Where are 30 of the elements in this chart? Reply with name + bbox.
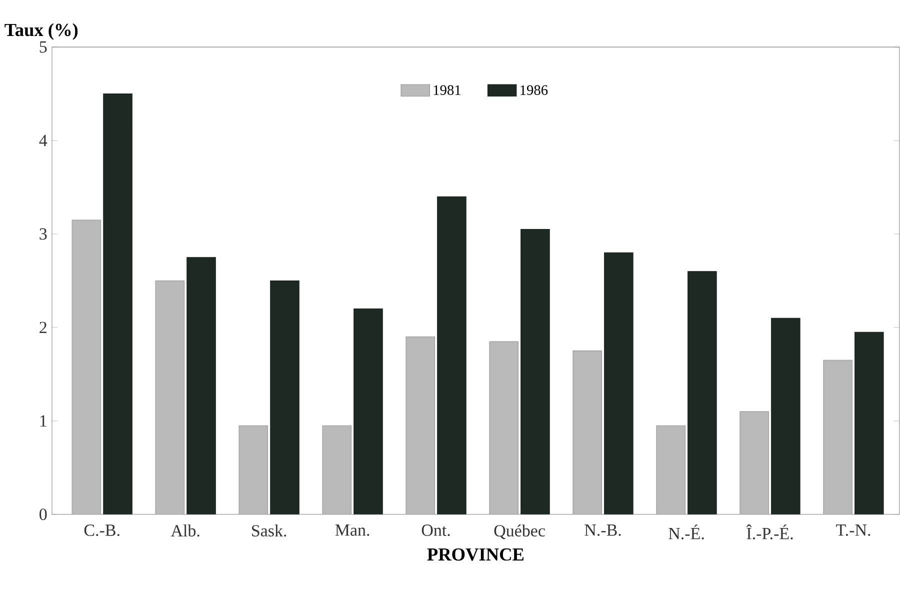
y-tick-label: 0 — [40, 508, 47, 520]
x-tick-label: Québec — [494, 524, 545, 540]
bar — [823, 360, 852, 515]
x-tick-label: T.-N. — [836, 524, 870, 536]
bar — [656, 426, 686, 515]
y-tick-label: 4 — [39, 135, 48, 146]
bar — [740, 411, 769, 515]
bar — [572, 350, 602, 515]
bar — [322, 426, 352, 515]
bar — [406, 336, 435, 515]
y-tick-label: 5 — [40, 42, 47, 53]
legend-label: 1986 — [520, 85, 548, 96]
x-tick-label: Man. — [335, 524, 370, 536]
x-tick-label: C.-B. — [84, 524, 120, 536]
bar — [489, 341, 518, 515]
bar — [72, 220, 102, 515]
y-tick-label: 2 — [40, 322, 46, 334]
legend-label: 1981 — [434, 85, 460, 96]
x-axis-title: PROVINCE — [427, 548, 524, 561]
y-tick-label: 3 — [40, 228, 47, 240]
x-tick-label: Alb. — [170, 524, 200, 537]
y-axis-title: Taux (%) — [4, 23, 78, 40]
x-tick-label: Sask. — [252, 524, 286, 537]
x-tick-label: Ont. — [422, 524, 450, 536]
x-tick-label: Î.-P.-É. — [746, 524, 793, 540]
x-tick-label: N.-É. — [668, 524, 704, 540]
bar — [238, 426, 268, 515]
x-tick-label: N.-B. — [584, 524, 621, 536]
y-tick-label: 1 — [40, 415, 46, 427]
bar — [155, 280, 185, 515]
